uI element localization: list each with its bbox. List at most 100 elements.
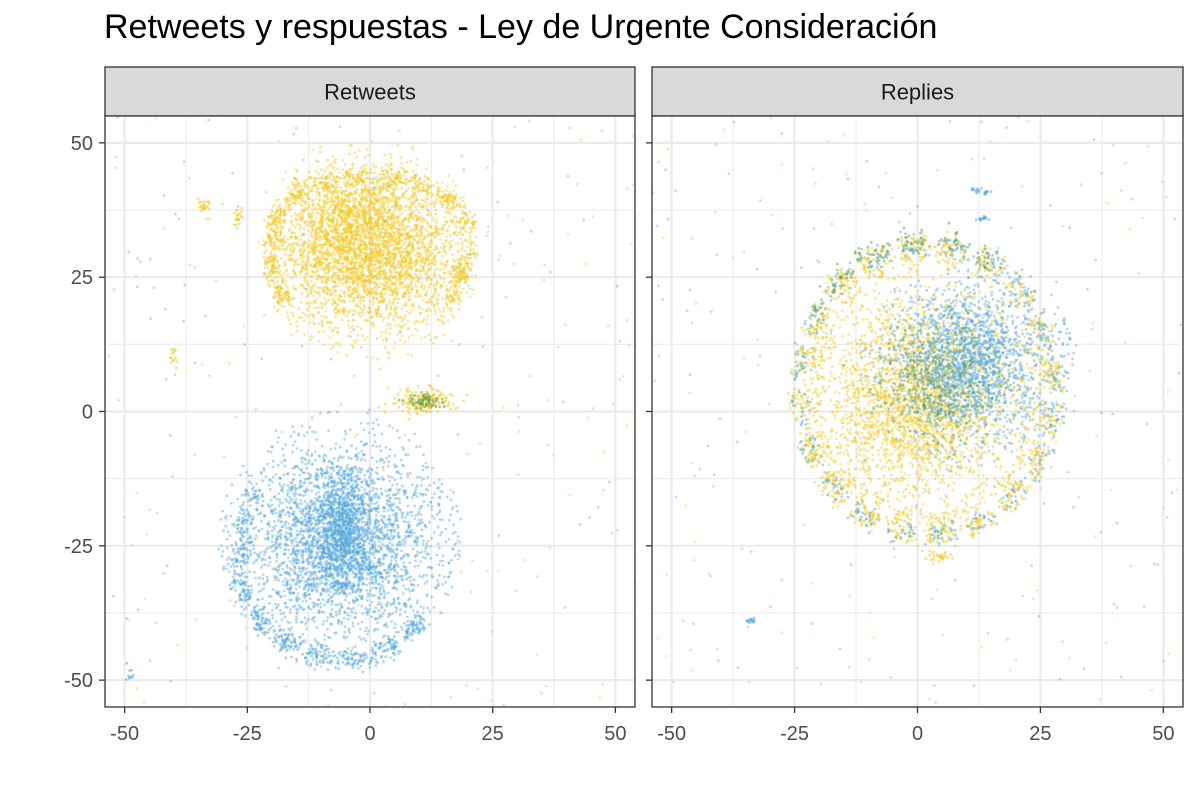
data-point [402,242,405,246]
data-point [450,586,454,589]
data-point [378,258,381,262]
data-point [320,205,324,209]
data-point [441,241,445,245]
data-point [445,239,448,243]
data-point [426,606,430,610]
data-point [337,228,341,232]
data-point [377,215,381,219]
data-point [355,254,358,258]
data-point [300,217,304,220]
data-point [374,237,378,240]
data-point [364,629,367,633]
data-point [382,235,386,239]
data-point [371,303,375,306]
data-point [390,272,394,276]
data-point [398,214,402,217]
data-point [359,272,363,276]
data-point [391,231,395,234]
data-point [391,265,395,268]
data-point [274,511,277,515]
data-point [457,308,461,311]
data-point [394,294,398,298]
data-point [348,631,352,635]
data-point [407,327,410,331]
data-point [364,254,368,258]
data-point [442,248,446,251]
data-point [353,252,357,256]
data-point [300,204,304,208]
data-point [268,636,271,640]
data-point [362,273,366,277]
data-point [457,549,461,553]
data-point [377,285,380,289]
data-point [282,483,286,486]
data-point [266,266,270,270]
data-point [327,593,331,597]
data-point [263,251,266,255]
data-point [372,162,375,166]
data-point [439,277,443,280]
data-point [332,309,336,312]
data-point [305,268,309,272]
data-point [368,278,371,282]
data-point [369,272,373,276]
data-point [318,194,321,198]
data-point [446,230,449,233]
data-point [338,269,342,273]
data-point [387,276,391,280]
data-point [273,519,276,523]
data-point [357,170,361,174]
data-point [361,263,364,267]
data-point [408,234,412,238]
data-point [346,274,349,278]
data-point [374,281,378,285]
data-point [332,280,336,284]
data-point [313,232,317,236]
data-point [389,274,392,278]
data-point [409,236,413,239]
data-point [305,206,309,210]
data-point [401,193,405,196]
data-point [310,274,314,278]
data-point [377,308,381,312]
data-point [375,296,379,300]
data-point [327,263,331,266]
data-point [392,223,396,227]
data-point [419,228,423,232]
data-point [291,284,295,288]
data-point [346,252,350,256]
data-point [366,336,369,340]
data-point [396,143,400,147]
data-point [367,264,371,268]
data-point [263,266,267,270]
data-point [404,205,408,209]
data-point [426,197,430,201]
data-point [474,274,478,277]
data-point [278,248,282,252]
data-point [317,290,321,294]
data-point [344,215,348,219]
data-point [382,248,385,252]
data-point [343,270,347,274]
data-point [460,240,464,244]
data-point [419,336,423,340]
data-point [392,189,396,193]
data-point [361,224,365,228]
data-point [411,302,415,306]
data-point [345,262,349,266]
data-point [336,331,340,335]
data-point [412,228,416,232]
data-point [393,248,397,252]
data-point [459,237,462,240]
data-point [302,227,306,231]
data-point [444,300,448,304]
data-point [364,199,367,203]
data-point [355,294,359,298]
data-point [323,276,327,279]
data-point [343,429,347,433]
data-point [419,232,423,236]
data-point [441,254,444,258]
data-point [395,200,398,204]
data-point [391,248,395,252]
data-point [426,315,430,318]
